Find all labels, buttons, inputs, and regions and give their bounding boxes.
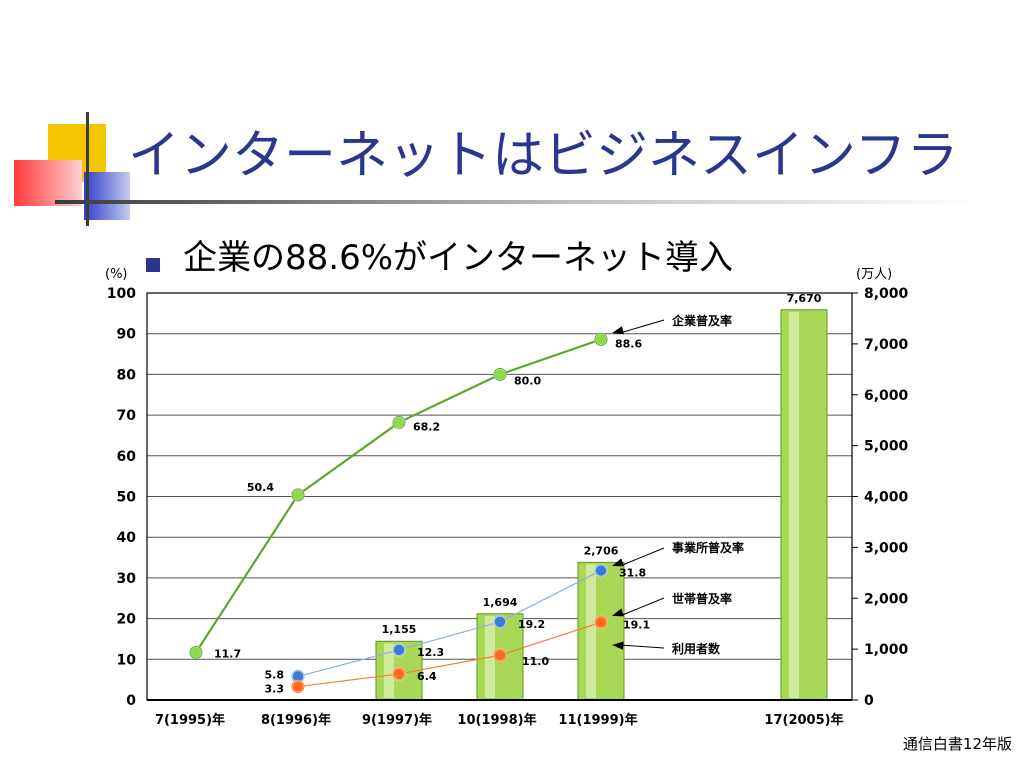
series-marker-ring (493, 615, 507, 629)
callout-line (619, 644, 665, 649)
left-tick-label: 0 (126, 693, 136, 709)
bar-value-label: 1,155 (382, 623, 417, 636)
left-axis-unit: (%) (105, 267, 128, 282)
bar-value-label: 1,694 (483, 596, 518, 609)
right-tick-label: 3,000 (864, 540, 909, 556)
series-marker-ring (493, 367, 507, 381)
series-marker-ring (594, 564, 608, 578)
source-note: 通信白書12年版 (902, 735, 1012, 753)
series-marker-ring (291, 680, 305, 694)
bar-layer (375, 309, 828, 701)
series-value-label: 6.4 (417, 670, 437, 683)
series-value-label: 80.0 (514, 374, 541, 387)
right-tick-label: 4,000 (864, 490, 909, 506)
bullet-square-icon (146, 258, 160, 272)
decorative-vertical-line (86, 112, 89, 226)
left-tick-label: 30 (117, 571, 137, 587)
series-name-label: 事業所普及率 (672, 540, 744, 555)
bar-highlight (789, 311, 799, 698)
series-value-label: 19.1 (623, 618, 650, 631)
bar-highlight (586, 564, 596, 698)
series-value-label: 88.6 (615, 337, 642, 350)
series-marker-ring (594, 615, 608, 629)
left-tick-label: 20 (117, 612, 137, 628)
x-category-label: 10(1998)年 (457, 712, 536, 728)
right-tick-label: 1,000 (864, 642, 909, 658)
series-marker-ring (291, 488, 305, 502)
callout-arrow-icon (612, 326, 624, 335)
line-layer (189, 332, 608, 694)
x-category-label: 9(1997)年 (362, 712, 432, 728)
right-tick-label: 2,000 (864, 591, 909, 607)
series-marker-ring (189, 645, 203, 659)
series-line-1 (297, 570, 602, 677)
x-category-label: 17(2005)年 (764, 712, 843, 728)
callout-line (619, 597, 665, 617)
series-value-label: 5.8 (265, 668, 285, 681)
axis-layer: 0 10 20 30 40 50 60 70 80 90 100 0 1,000 2,000 3,000 4,… (105, 267, 909, 728)
series-name-label: 利用者数 (672, 641, 721, 656)
bullet-text: 企業の88.6%がインターネット導入 (183, 238, 734, 278)
series-value-label: 12.3 (417, 646, 444, 659)
x-category-label: 11(1999)年 (558, 712, 637, 728)
right-tick-label: 0 (864, 693, 874, 709)
series-name-label: 世帯普及率 (672, 591, 732, 606)
callout-arrow-icon (612, 608, 624, 617)
callout-line (619, 547, 665, 567)
series-value-label: 11.0 (522, 655, 549, 668)
bar-value-label: 7,670 (787, 292, 822, 305)
left-tick-label: 50 (117, 490, 137, 506)
user-count-bar (577, 561, 625, 701)
bar-value-label: 2,706 (584, 544, 619, 557)
series-name-label: 企業普及率 (671, 313, 732, 328)
x-category-label: 7(1995)年 (155, 712, 225, 728)
left-tick-label: 100 (107, 286, 136, 302)
left-tick-label: 40 (117, 530, 137, 546)
right-tick-label: 7,000 (864, 337, 909, 353)
series-value-label: 50.4 (247, 481, 274, 494)
series-marker-ring (493, 648, 507, 662)
series-value-label: 31.8 (619, 567, 646, 580)
callout-arrow-icon (612, 558, 624, 567)
decorative-red-square (14, 160, 82, 206)
series-marker-ring (392, 643, 406, 657)
series-marker-ring (392, 415, 406, 429)
series-line-2 (297, 621, 602, 688)
series-marker-ring (594, 332, 608, 346)
title-underline (55, 200, 975, 204)
right-tick-label: 5,000 (864, 439, 909, 455)
user-count-bar (780, 309, 828, 701)
callout-line (619, 319, 665, 334)
series-value-label: 68.2 (413, 420, 440, 433)
series-value-label: 19.2 (518, 618, 545, 631)
label-layer: 1,155 1,694 2,706 7,670 11.7 50.4 68.2 80.0 88.6… (214, 292, 822, 696)
left-tick-label: 70 (117, 408, 137, 424)
series-marker-ring (392, 667, 406, 681)
left-tick-label: 60 (117, 449, 137, 465)
slide-title: インターネットはビジネスインフラ (128, 126, 959, 186)
right-axis-unit: (万人) (856, 267, 892, 282)
bar-highlight (384, 643, 394, 698)
right-tick-label: 6,000 (864, 388, 909, 404)
left-tick-label: 10 (117, 652, 137, 668)
decorative-blue-square (84, 172, 130, 220)
right-tick-label: 8,000 (864, 286, 909, 302)
series-value-label: 3.3 (265, 683, 285, 696)
left-tick-label: 90 (117, 327, 137, 343)
callout-arrow-icon (612, 641, 624, 650)
series-value-label: 11.7 (214, 647, 241, 660)
x-category-label: 8(1996)年 (261, 712, 331, 728)
left-tick-label: 80 (117, 367, 137, 383)
